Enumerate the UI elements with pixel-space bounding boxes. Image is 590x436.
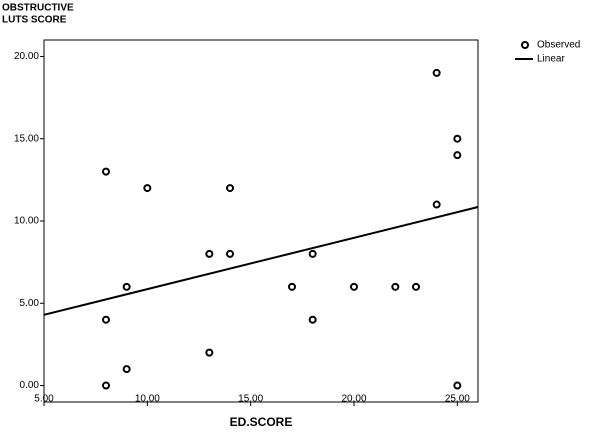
y-axis-title: OBSTRUCTIVE [2,3,74,14]
data-point [102,167,110,176]
data-point [432,200,441,209]
data-point [288,282,296,291]
y-tick-label: 10.00 [14,216,39,227]
y-tick-label: 0.00 [20,380,40,391]
plot-area [43,39,479,403]
data-point [226,184,234,193]
x-tick-label: 20.00 [341,394,366,405]
data-point [102,315,110,324]
legend-label: Linear [537,54,565,65]
legend-marker [521,41,529,49]
x-tick-label: 15.00 [238,394,263,405]
y-tick-label: 15.00 [14,133,39,144]
y-tick-label: 20.00 [14,51,39,62]
data-point [102,381,110,390]
y-tick-label: 5.00 [20,298,40,309]
y-axis-title: LUTS SCORE [2,15,67,26]
x-tick-label: 5.00 [34,394,54,405]
data-point [453,151,462,160]
data-point [308,249,317,258]
data-point [391,282,400,291]
data-point [143,184,152,193]
data-point [205,348,214,357]
x-axis-title: ED.SCORE [230,415,293,429]
data-point [453,134,462,143]
data-point [122,282,131,291]
x-tick-label: 25.00 [445,394,470,405]
data-point [432,68,441,77]
data-point [226,249,234,258]
data-point [205,249,214,258]
data-point [122,365,131,374]
data-point [308,315,317,324]
fit-line [43,206,479,316]
data-point [453,381,462,390]
legend-label: Observed [537,40,580,51]
data-point [412,282,420,291]
data-point [350,282,358,291]
x-tick-label: 10.00 [135,394,160,405]
